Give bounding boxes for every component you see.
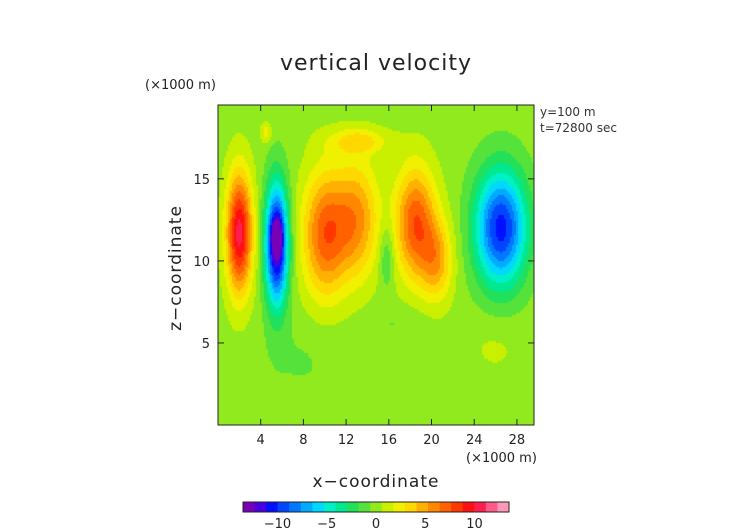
colorbar-swatch [266,502,279,512]
y-axis-label: z−coordinate [166,205,186,331]
x-tick-label: 28 [509,433,526,448]
colorbar-swatch [300,502,313,512]
colorbar-swatch [381,502,394,512]
colorbar-swatch [323,502,336,512]
colorbar-swatch [404,502,417,512]
y-axis-unit: (×1000 m) [145,78,216,93]
colorbar-swatch [277,502,290,512]
colorbar-tick-label: 0 [372,517,380,532]
colorbar-tick-label: −10 [264,517,291,532]
colorbar [242,501,510,513]
colorbar-swatch [474,502,487,512]
colorbar-swatch [370,502,383,512]
colorbar-swatch [439,502,452,512]
colorbar-swatch [393,502,406,512]
x-tick-label: 16 [381,433,398,448]
colorbar-frame [242,501,510,513]
x-tick-label: 20 [423,433,440,448]
colorbar-ticks: −10 −5 0 5 10 [264,517,483,532]
colorbar-swatch [289,502,302,512]
colorbar-swatch [497,502,510,512]
colorbar-swatch [312,502,325,512]
y-tick-label: 5 [202,337,210,352]
x-tick-label: 12 [338,433,355,448]
plot-area [218,105,534,425]
annotation-y-position: y=100 m [540,105,596,119]
y-axis-ticks: 5 10 15 [193,173,534,352]
colorbar-swatch [254,502,267,512]
colorbar-swatch [358,502,371,512]
colorbar-swatch [462,502,475,512]
x-tick-label: 8 [299,433,307,448]
colorbar-swatch [335,502,348,512]
colorbar-swatch [428,502,441,512]
x-tick-label: 24 [466,433,483,448]
colorbar-swatch [416,502,429,512]
x-axis-unit: (×1000 m) [466,451,537,466]
colorbar-swatch [485,502,498,512]
x-axis-ticks: 4 8 12 16 20 24 28 [257,105,526,448]
y-tick-label: 15 [193,173,210,188]
chart-title: vertical velocity [280,51,472,76]
colorbar-tick-label: −5 [317,517,336,532]
colorbar-swatch [243,502,255,512]
colorbar-tick-label: 5 [421,517,429,532]
x-tick-label: 4 [257,433,265,448]
x-axis-label: x−coordinate [313,472,440,492]
colorbar-swatch [347,502,360,512]
colorbar-swatch [451,502,464,512]
y-tick-label: 10 [193,255,210,270]
colorbar-tick-label: 10 [466,517,483,532]
annotation-time: t=72800 sec [540,121,617,135]
velocity-field [218,105,534,425]
plot-frame [217,104,535,426]
